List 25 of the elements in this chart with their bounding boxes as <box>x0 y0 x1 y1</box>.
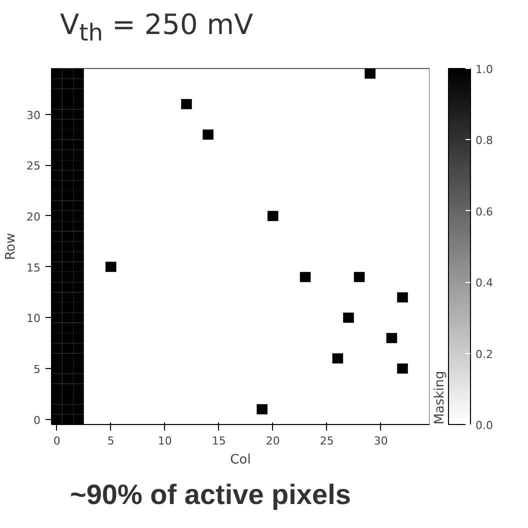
x-tick-label: 10 <box>158 434 172 448</box>
color-bar-label: 1.0 <box>476 63 493 76</box>
y-axis-title: Row <box>4 232 19 260</box>
text: ~90% of active pixels <box>70 478 351 512</box>
color-bar-title: Masking <box>432 370 448 424</box>
y-tick-label: 20 <box>26 210 41 224</box>
x-tick-label: 0 <box>53 434 60 448</box>
x-axis-title: Col <box>230 452 251 468</box>
color-bar-label: 0.8 <box>476 134 493 148</box>
color-bar-label: 0.0 <box>476 419 493 432</box>
x-tick-label: 15 <box>212 434 226 448</box>
color-bar-label: 0.4 <box>476 276 493 290</box>
y-tick-label: 15 <box>26 261 41 274</box>
y-tick-label: 5 <box>34 363 40 376</box>
y-tick-label: 10 <box>26 312 41 326</box>
x-tick-label: 20 <box>266 434 280 448</box>
x-tick-label: 25 <box>320 434 334 448</box>
color-bar-label: 0.6 <box>476 205 493 218</box>
chart-title: V$_{th}$ = 250 mV <box>60 7 254 49</box>
x-tick-label: 30 <box>374 434 388 448</box>
y-tick-label: 30 <box>26 108 41 122</box>
x-tick-label: 5 <box>107 434 114 448</box>
y-tick-label: 0 <box>34 414 40 427</box>
y-tick-label: 25 <box>26 160 41 173</box>
color-bar-label: 0.2 <box>476 348 493 361</box>
